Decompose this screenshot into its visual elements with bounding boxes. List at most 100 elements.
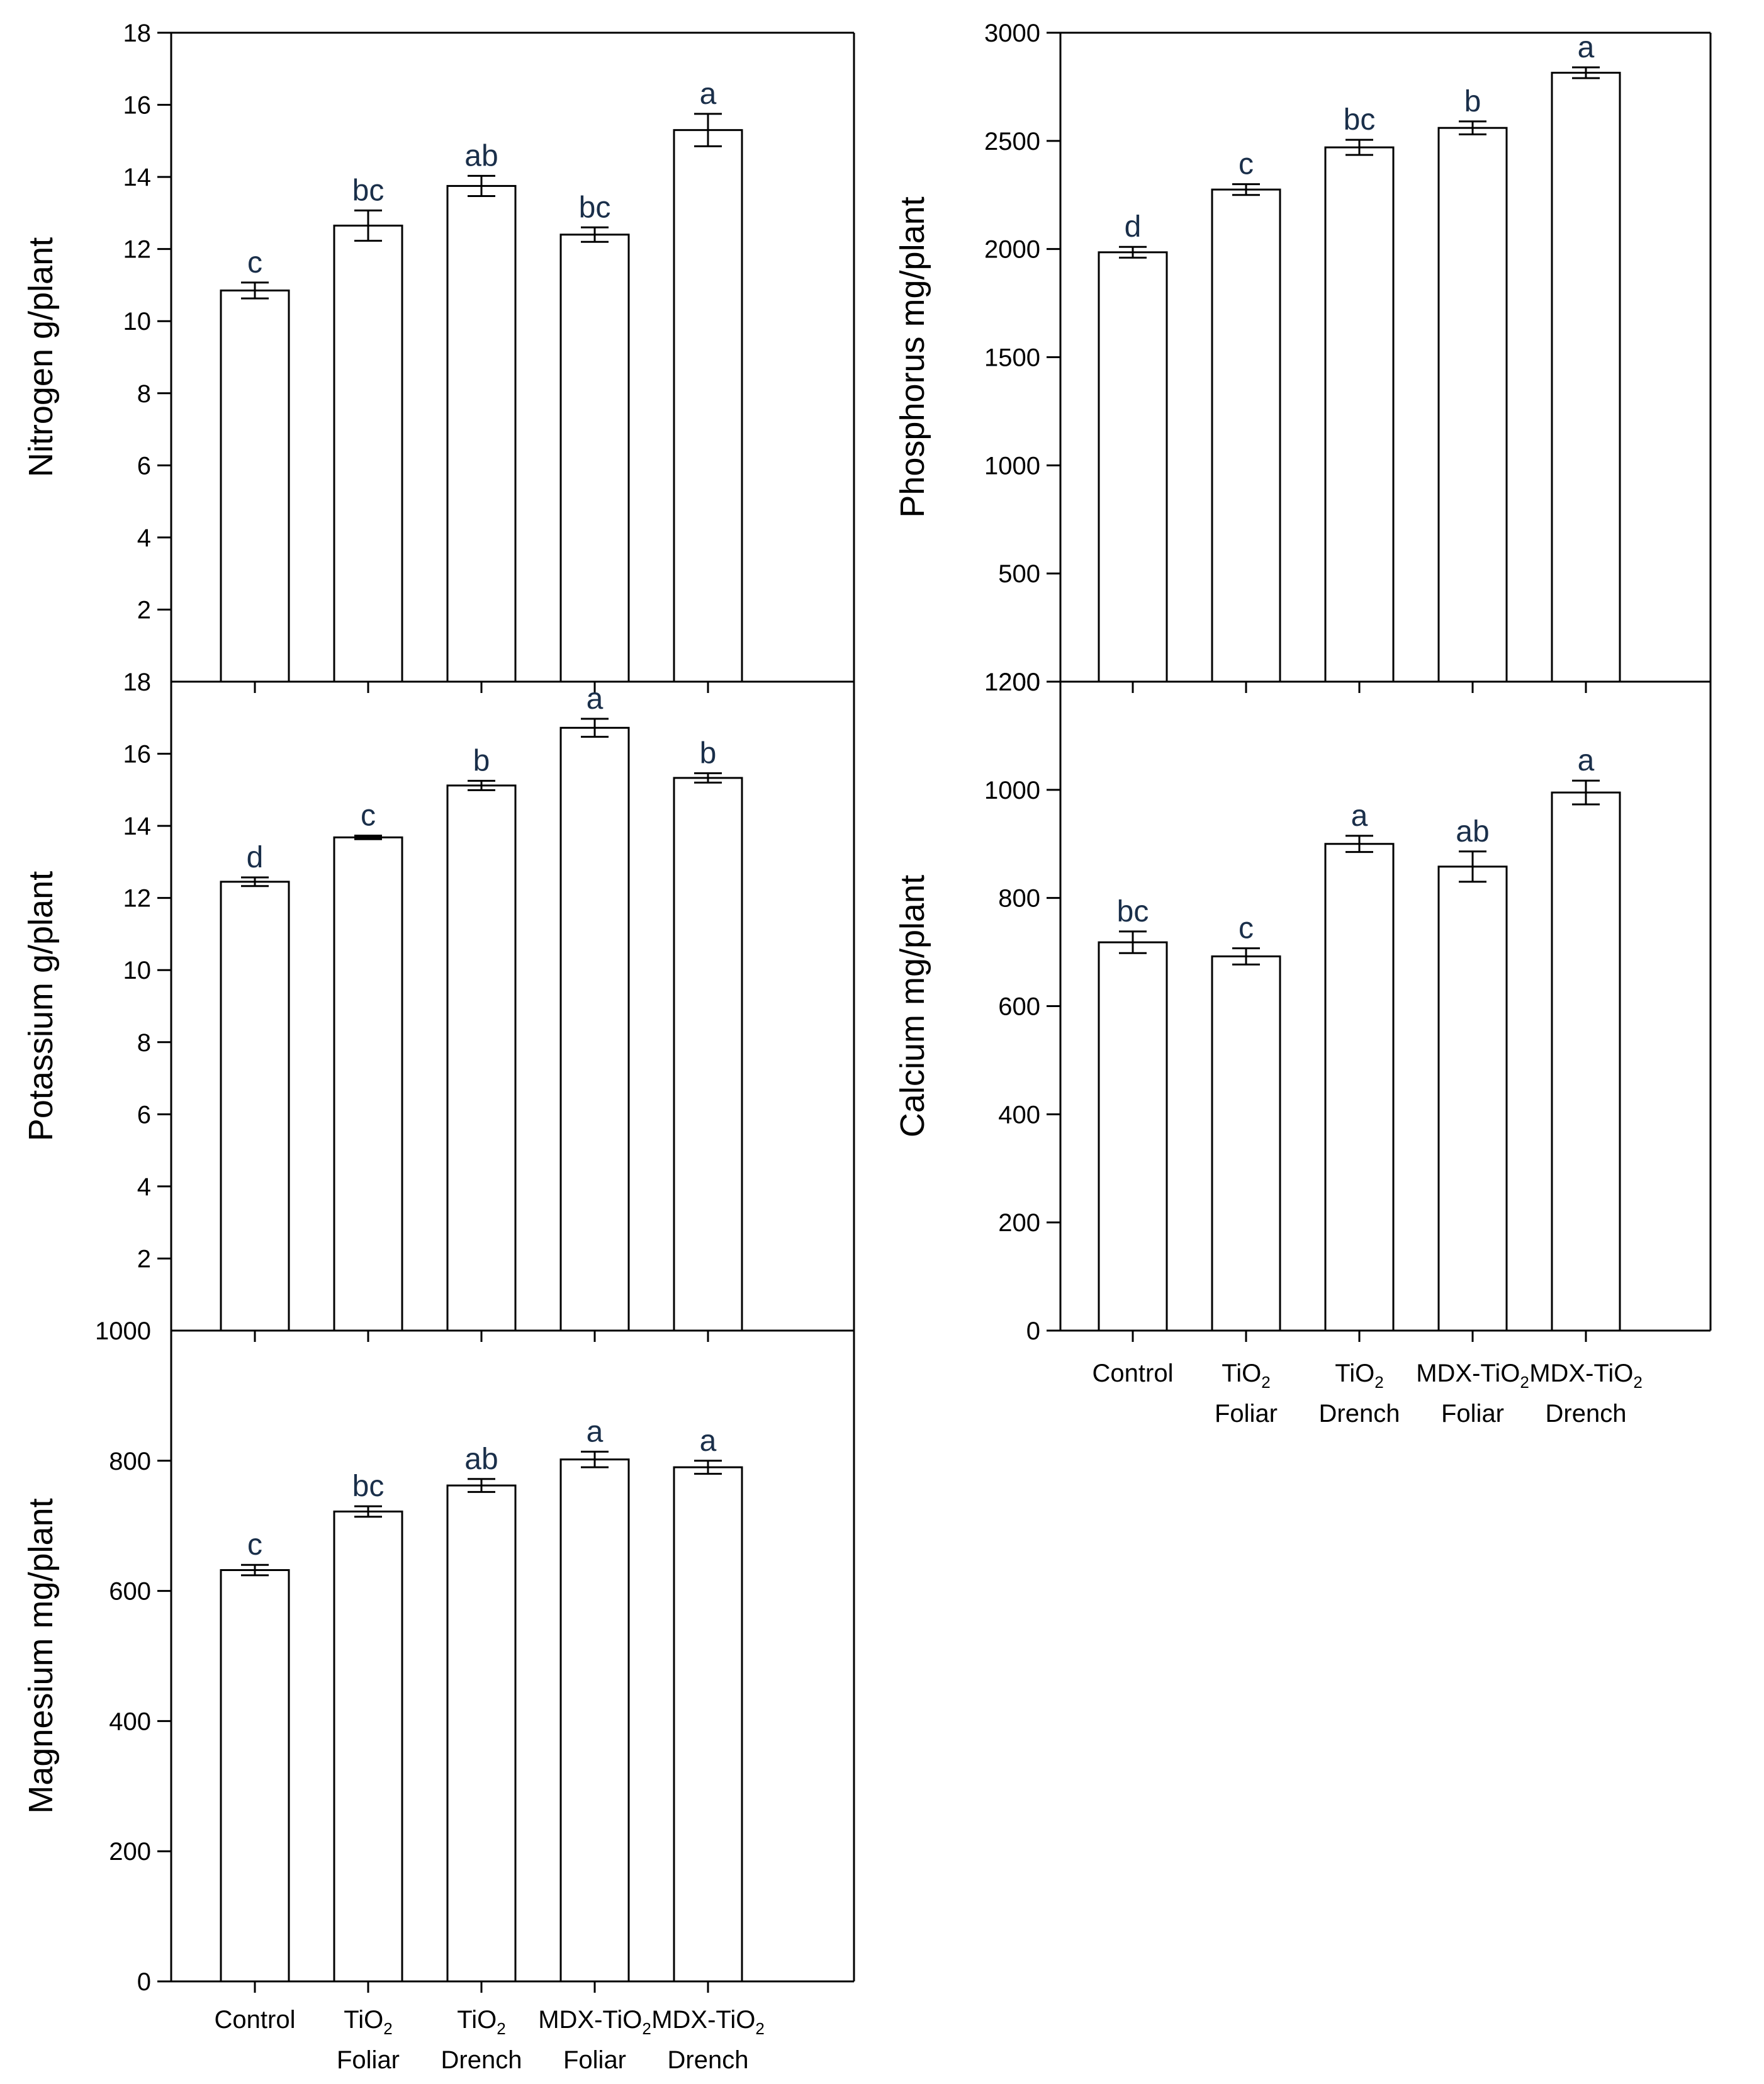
error-bar-calcium-3 — [1459, 850, 1486, 883]
significance-letter: bc — [1344, 103, 1376, 137]
y-axis-title: Phosphorus mg/plant — [894, 196, 931, 517]
significance-letter: bc — [1117, 895, 1149, 928]
error-bar-calcium-4 — [1572, 779, 1600, 806]
panel-phosphorus: 1200 500 1000 1500 2000 2500 3000 Phosphorus mg… — [894, 20, 1712, 696]
panel-nitrogen: 2 4 6 8 10 12 14 16 18 Nitrogen g/plant c bc ab bc a — [22, 20, 855, 693]
y-tick-label: 10 — [123, 308, 152, 335]
y-tick-label: 16 — [123, 741, 152, 769]
significance-letter: b — [473, 745, 490, 778]
y-axis-title: Magnesium mg/plant — [22, 1498, 60, 1813]
y-tick-label: 200 — [998, 1209, 1040, 1237]
bar-nitrogen-0 — [220, 290, 290, 683]
y-tick-label: 1500 — [984, 344, 1040, 372]
y-tick-label: 800 — [998, 885, 1040, 913]
category-label-line2: Foliar — [337, 2046, 400, 2074]
y-tick-label: 1000 — [95, 1317, 151, 1345]
x-category-labels-left: Control TiO2 Foliar TiO2 Drench MDX-TiO2 Folia… — [215, 2006, 765, 2074]
y-tick-label: 12 — [123, 236, 152, 264]
error-bar-nitrogen-1 — [354, 209, 382, 242]
category-label-line2: Drench — [1319, 1400, 1400, 1428]
significance-letter: a — [1578, 31, 1595, 64]
y-tick-label: 2000 — [984, 236, 1040, 264]
category-label-line1: MDX-TiO2 — [538, 2006, 651, 2038]
category-label-line1: MDX-TiO2 — [1529, 1360, 1643, 1392]
bar-phosphorus-4 — [1551, 72, 1621, 683]
category-label-line2: Drench — [668, 2046, 749, 2074]
y-tick-label: 1200 — [984, 668, 1040, 696]
error-bar-potassium-0 — [241, 876, 269, 887]
y-tick-label: 8 — [137, 380, 151, 408]
significance-letter: bc — [579, 191, 611, 224]
y-tick-label: 4 — [137, 524, 151, 552]
x-category-labels-right: Control TiO2 Foliar TiO2 Drench MDX-TiO2 Folia… — [1093, 1360, 1643, 1428]
category-label-line2: Foliar — [1441, 1400, 1504, 1428]
y-tick-label: 4 — [137, 1173, 151, 1201]
panel-calcium: 0 200 400 600 800 1000 1200 Calcium mg/plant bc c… — [894, 668, 1712, 1345]
significance-letter: bc — [352, 1470, 385, 1503]
bar-magnesium-2 — [446, 1484, 517, 1983]
y-axis-title: Nitrogen g/plant — [22, 237, 60, 477]
y-tick-label: 14 — [123, 164, 152, 191]
error-bar-potassium-1 — [354, 835, 382, 840]
error-bar-nitrogen-2 — [468, 174, 495, 197]
bar-magnesium-1 — [333, 1510, 403, 1983]
y-tick-label: 18 — [123, 668, 152, 696]
y-tick-label: 0 — [137, 1968, 151, 1996]
y-tick-label: 600 — [998, 993, 1040, 1021]
significance-letter: a — [587, 1415, 604, 1448]
y-tick-label: 800 — [109, 1448, 151, 1475]
error-bar-phosphorus-4 — [1572, 66, 1600, 79]
significance-letter: ab — [464, 1443, 498, 1476]
category-label-line1: TiO2 — [1222, 1360, 1270, 1392]
y-tick-label: 0 — [1026, 1317, 1040, 1345]
y-tick-label: 200 — [109, 1838, 151, 1866]
error-bar-magnesium-4 — [694, 1460, 722, 1475]
significance-letter: c — [247, 246, 262, 279]
significance-letter: a — [1578, 744, 1595, 777]
category-label-line1: MDX-TiO2 — [1416, 1360, 1529, 1392]
bar-nitrogen-3 — [559, 234, 630, 683]
error-bar-potassium-3 — [581, 718, 609, 738]
y-tick-label: 400 — [109, 1708, 151, 1735]
category-label-line2: Drench — [441, 2046, 522, 2074]
error-bar-magnesium-0 — [241, 1563, 269, 1577]
bar-calcium-2 — [1324, 843, 1395, 1332]
error-bar-nitrogen-0 — [241, 281, 269, 300]
y-tick-label: 600 — [109, 1578, 151, 1606]
bar-potassium-0 — [220, 881, 290, 1332]
significance-letter: c — [1239, 148, 1254, 181]
significance-letter: c — [361, 799, 376, 833]
bar-potassium-1 — [333, 836, 403, 1332]
error-bar-magnesium-3 — [581, 1450, 609, 1468]
error-bar-nitrogen-3 — [581, 226, 609, 243]
bar-potassium-3 — [559, 726, 630, 1332]
error-bar-potassium-4 — [694, 772, 722, 784]
error-bar-nitrogen-4 — [694, 113, 722, 147]
significance-letter: ab — [1456, 815, 1489, 848]
bar-magnesium-3 — [559, 1458, 630, 1983]
error-bar-phosphorus-3 — [1459, 120, 1486, 136]
bar-nitrogen-4 — [673, 129, 743, 683]
bar-potassium-4 — [673, 777, 743, 1332]
significance-letter: b — [700, 736, 717, 770]
bar-calcium-0 — [1098, 941, 1168, 1332]
category-label-line1: Control — [215, 2006, 296, 2034]
significance-letter: c — [1239, 912, 1254, 945]
category-label-line1: TiO2 — [457, 2006, 505, 2038]
significance-letter: bc — [352, 174, 385, 207]
y-tick-label: 6 — [137, 452, 151, 480]
y-tick-label: 2500 — [984, 128, 1040, 155]
category-label-line2: Foliar — [1215, 1400, 1278, 1428]
bar-calcium-1 — [1211, 955, 1281, 1332]
error-bar-magnesium-1 — [354, 1505, 382, 1518]
y-tick-label: 14 — [123, 813, 152, 840]
bar-nitrogen-2 — [446, 184, 517, 683]
category-label-line1: MDX-TiO2 — [651, 2006, 765, 2038]
y-tick-label: 400 — [998, 1101, 1040, 1129]
significance-letter: c — [247, 1528, 262, 1562]
y-tick-label: 8 — [137, 1029, 151, 1057]
y-tick-label: 12 — [123, 885, 152, 913]
panel-potassium: 2 4 6 8 10 12 14 16 18 Potassium g/plant d c b a b — [22, 668, 855, 1342]
error-bar-magnesium-2 — [468, 1478, 495, 1493]
y-axis-title: Potassium g/plant — [22, 871, 60, 1141]
